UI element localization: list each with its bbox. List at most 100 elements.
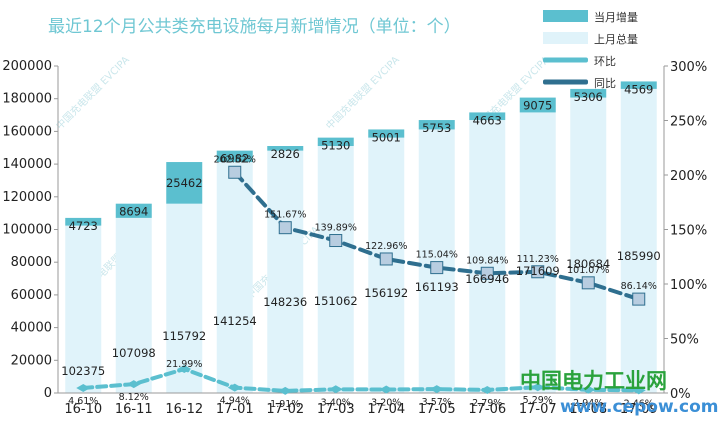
y-left-tick-label: 120000: [2, 190, 52, 205]
new-value-label: 4663: [473, 113, 502, 127]
new-value-label: 2826: [271, 147, 300, 161]
total-bar: [570, 97, 607, 393]
legend-swatch: [543, 57, 588, 63]
x-tick-label: 17-03: [317, 402, 355, 417]
legend-label: 当月增量: [594, 10, 638, 24]
total-bar: [65, 225, 102, 393]
mom-value-label: 1.91%: [270, 399, 300, 410]
mom-value-label: 3.20%: [371, 398, 401, 409]
y-left-tick-label: 60000: [11, 288, 52, 303]
total-value-label: 148236: [263, 295, 307, 309]
new-value-label: 4569: [624, 82, 653, 96]
new-bar: [267, 146, 304, 151]
mom-marker: [530, 383, 545, 392]
x-tick-label: 17-04: [367, 402, 405, 417]
total-value-label: 107098: [112, 346, 156, 360]
data-labels: 4723 102375 4.61% 8694 107098 8.12% 25462 11579…: [61, 82, 660, 409]
yoy-value-label: 109.84%: [466, 255, 508, 266]
mom-value-label: 3.40%: [321, 397, 351, 408]
x-tick-label: 17-07: [519, 402, 557, 417]
y-left-tick-label: 100000: [2, 223, 52, 238]
x-tick-label: 17-09: [620, 402, 658, 417]
mom-marker: [227, 383, 242, 392]
new-bar: [65, 217, 102, 226]
new-bar: [115, 203, 152, 218]
y-right-tick-label: 150%: [670, 224, 707, 239]
x-tick-label: 17-01: [216, 402, 254, 417]
mom-value-label: 4.94%: [220, 396, 250, 407]
mom-marker: [429, 385, 444, 394]
total-value-label: 141254: [213, 314, 257, 328]
new-bar: [166, 162, 203, 204]
new-value-label: 8694: [119, 205, 148, 219]
total-bar: [267, 150, 304, 393]
mom-marker: [328, 385, 343, 394]
chart-title: 最近12个月公共类充电设施每月新增情况（单位：个）: [48, 17, 461, 37]
y-left-tick-label: 200000: [2, 59, 52, 74]
yoy-value-label: 122.96%: [365, 241, 407, 252]
yoy-value-label: 86.14%: [621, 281, 657, 292]
yoy-value-label: 151.67%: [264, 210, 306, 221]
y-right-tick-label: 0%: [670, 387, 691, 402]
new-value-label: 5306: [574, 90, 603, 104]
total-value-label: 115792: [162, 329, 206, 343]
new-bar: [519, 97, 556, 113]
new-bar: [570, 88, 607, 98]
legend-label: 上月总量: [594, 32, 638, 46]
y-left-tick-label: 180000: [2, 92, 52, 107]
new-bar: [469, 112, 506, 121]
new-value-label: 4723: [69, 219, 98, 233]
total-value-label: 161193: [415, 280, 459, 294]
y-right-tick-label: 250%: [670, 115, 707, 130]
yoy-marker: [228, 165, 242, 179]
x-tick-label: 16-11: [115, 402, 153, 417]
mom-marker: [480, 385, 495, 394]
watermark-stamp: 中国充电联盟 EVCIPA: [323, 53, 402, 132]
y-left-tick-label: 160000: [2, 124, 52, 139]
yoy-value-label: 101.07%: [567, 265, 609, 276]
yoy-marker: [581, 276, 595, 290]
mom-value-label: 2.46%: [624, 398, 654, 409]
yoy-marker: [379, 252, 393, 266]
yoy-value-label: 115.04%: [416, 250, 458, 261]
mom-value-label: 8.12%: [119, 392, 149, 403]
mom-marker: [278, 386, 293, 395]
y-right-tick-label: 200%: [670, 169, 707, 184]
yoy-marker: [278, 221, 292, 235]
total-bar: [166, 203, 203, 393]
x-tick-label: 16-12: [165, 402, 203, 417]
y-left-tick-label: 0: [44, 386, 52, 401]
new-value-label: 5130: [321, 139, 350, 153]
y-right-tick-label: 100%: [670, 278, 707, 293]
total-bar: [317, 146, 354, 393]
total-value-label: 156192: [364, 286, 408, 300]
y-left-tick-label: 140000: [2, 157, 52, 172]
new-bar: [216, 150, 253, 163]
yoy-value-label: 111.23%: [517, 254, 559, 265]
mom-marker: [581, 385, 596, 394]
legend-label: 同比: [594, 77, 616, 90]
total-value-label: 166946: [465, 272, 509, 286]
legend-label: 环比: [594, 55, 616, 68]
lines: [76, 165, 646, 395]
total-bar: [115, 217, 152, 393]
yoy-marker: [632, 292, 646, 306]
x-tick-label: 17-08: [569, 402, 607, 417]
mom-marker: [76, 383, 91, 392]
axes: 0 20000 40000 60000 80000 100000 120000 140000 1…: [2, 59, 707, 417]
yoy-marker: [329, 234, 343, 248]
new-value-label: 6982: [220, 152, 249, 166]
y-right-tick-label: 300%: [670, 60, 707, 75]
mom-value-label: 2.94%: [573, 398, 603, 409]
total-value-label: 180684: [566, 257, 610, 271]
y-left-tick-label: 20000: [11, 353, 52, 368]
new-value-label: 5001: [372, 130, 401, 144]
mom-value-label: 5.29%: [523, 395, 553, 406]
y-right-tick-label: 50%: [670, 333, 699, 348]
new-bar: [418, 120, 455, 130]
yoy-value-label: 139.89%: [315, 223, 357, 234]
total-value-label: 171609: [516, 264, 560, 278]
total-value-label: 185990: [617, 249, 661, 263]
